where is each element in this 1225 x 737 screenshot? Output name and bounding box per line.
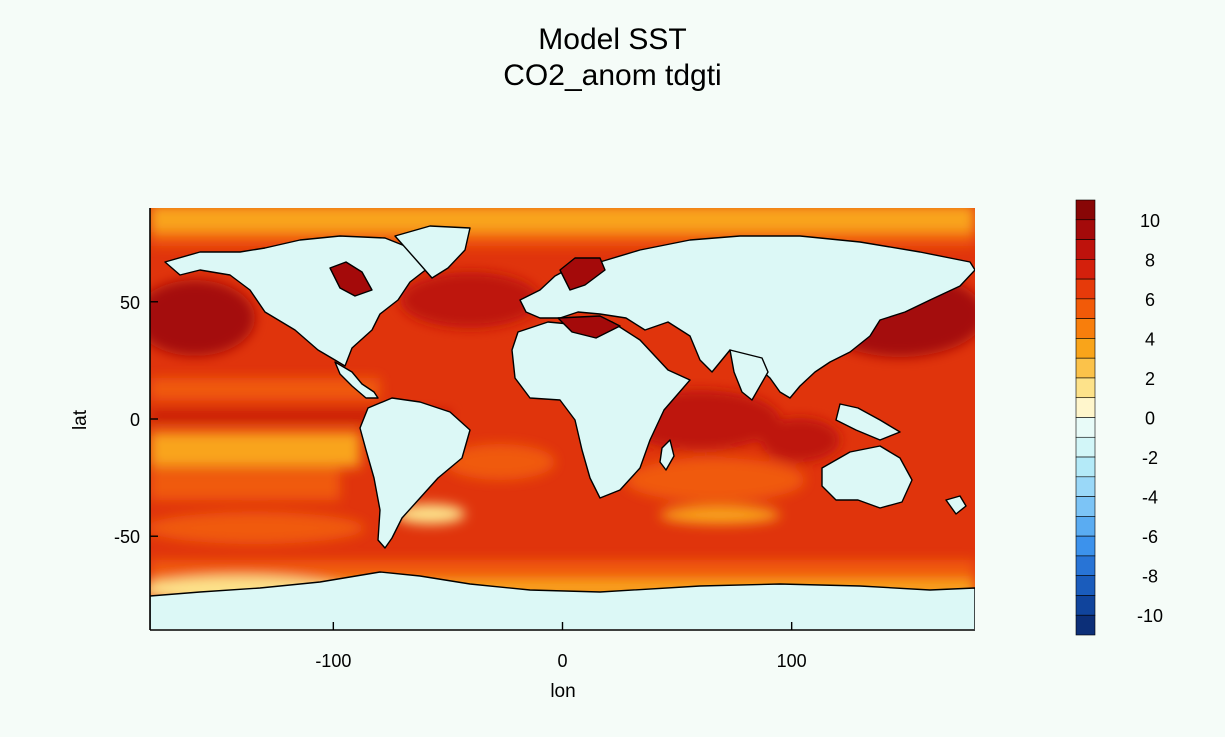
colorbar-swatch	[1075, 496, 1096, 517]
colorbar-swatch	[1075, 535, 1096, 557]
chart-title: Model SST	[538, 23, 687, 56]
y-axis-ticks: -50 0 50	[114, 293, 158, 547]
colorbar-tick-label: 4	[1145, 329, 1155, 349]
colorbar-tick-label: -4	[1142, 488, 1158, 508]
colorbar-swatch	[1075, 436, 1096, 458]
colorbar-swatch	[1075, 516, 1096, 537]
x-tick-label: 0	[557, 651, 567, 671]
colorbar	[1075, 199, 1096, 636]
colorbar-tick-label: 6	[1145, 290, 1155, 310]
colorbar-tick-label: -10	[1137, 606, 1163, 626]
y-tick-label: 50	[120, 293, 140, 313]
colorbar-swatch	[1075, 377, 1096, 399]
colorbar-swatch	[1075, 417, 1096, 438]
colorbar-tick-label: 8	[1145, 250, 1155, 270]
x-axis-label: lon	[550, 681, 575, 702]
sst-field	[150, 208, 975, 629]
colorbar-tick-label: 10	[1140, 211, 1160, 231]
x-tick-label: -100	[315, 651, 351, 671]
colorbar-swatch	[1075, 259, 1096, 280]
colorbar-swatch	[1075, 397, 1096, 418]
colorbar-tick-label: -2	[1142, 448, 1158, 468]
y-axis-label: lat	[70, 409, 91, 430]
x-tick-label: 100	[777, 651, 807, 671]
colorbar-swatch	[1075, 239, 1096, 260]
colorbar-swatch	[1075, 555, 1096, 576]
y-tick-label: -50	[114, 527, 140, 547]
colorbar-swatch	[1075, 219, 1096, 240]
colorbar-swatch	[1075, 318, 1096, 339]
colorbar-ticks: 10 8 6 4 2 0 -2 -4 -6 -8 -10	[1137, 211, 1163, 626]
colorbar-swatch	[1075, 278, 1096, 300]
colorbar-swatch	[1075, 476, 1096, 497]
chart-subtitle: CO2_anom tdgti	[503, 59, 722, 92]
y-tick-label: 0	[130, 410, 140, 430]
colorbar-tick-label: 2	[1145, 369, 1155, 389]
colorbar-tick-label: -6	[1142, 527, 1158, 547]
colorbar-swatch	[1075, 575, 1096, 596]
land-masses	[150, 225, 975, 629]
x-axis-ticks: -100 0 100	[315, 622, 807, 671]
colorbar-tick-label: 0	[1145, 409, 1155, 429]
colorbar-swatch	[1075, 357, 1096, 379]
colorbar-tick-label: -8	[1142, 567, 1158, 587]
colorbar-swatch	[1075, 338, 1096, 359]
colorbar-swatch	[1075, 298, 1096, 319]
colorbar-swatch	[1075, 595, 1096, 616]
colorbar-swatch	[1075, 199, 1096, 221]
colorbar-swatch	[1075, 614, 1096, 636]
colorbar-swatch	[1075, 456, 1096, 478]
